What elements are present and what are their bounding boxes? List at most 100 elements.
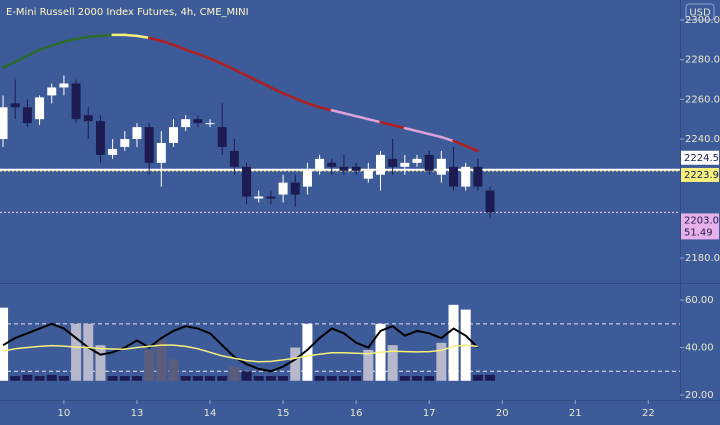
moving-average <box>269 86 285 95</box>
y-tick-label: 2180.0 <box>685 253 720 264</box>
histogram-bar <box>229 366 240 381</box>
moving-average <box>294 97 309 105</box>
candle-body <box>485 190 495 213</box>
candle-body <box>461 166 471 187</box>
histogram-bar <box>448 304 459 381</box>
moving-average <box>427 132 443 139</box>
chart-title: E-Mini Russell 2000 Index Futures, 4h, C… <box>6 7 249 18</box>
x-tick-label: 21 <box>569 408 582 419</box>
candle-body <box>412 158 422 163</box>
moving-average <box>62 37 78 44</box>
moving-average <box>87 34 102 39</box>
candle-body <box>242 166 252 197</box>
candle-body <box>181 119 191 128</box>
histogram-bar <box>119 376 130 381</box>
moving-average <box>257 80 273 89</box>
histogram-bar <box>338 376 349 381</box>
candle-body <box>388 158 398 167</box>
candle-body <box>315 158 325 171</box>
histogram-bar <box>58 376 69 381</box>
histogram-bar <box>302 323 313 381</box>
price-label: 2224.5 <box>684 153 719 164</box>
y-tick-label: 2260.0 <box>685 94 720 105</box>
histogram-bar <box>83 323 94 381</box>
histogram-bar <box>436 342 447 381</box>
candle-body <box>0 107 8 140</box>
moving-average <box>208 57 224 65</box>
price-sublabel: 51.49 <box>684 227 713 238</box>
histogram-bar <box>71 323 82 381</box>
moving-average <box>135 34 151 40</box>
candle-body <box>339 166 349 171</box>
candle-body <box>473 166 483 187</box>
histogram-bar <box>363 349 374 381</box>
candle-body <box>351 166 361 171</box>
candle-body <box>156 142 166 163</box>
moving-average <box>26 48 41 57</box>
histogram-bar <box>131 376 142 381</box>
price-label: 2223.9 <box>684 170 719 181</box>
x-tick-label: 13 <box>131 408 144 419</box>
moving-average <box>379 120 394 127</box>
moving-average <box>391 123 407 130</box>
candle-body <box>302 170 312 187</box>
histogram-bar <box>485 374 496 381</box>
moving-average <box>38 44 53 52</box>
price-label: 2203.0 <box>684 215 719 226</box>
currency[interactable]: USD <box>689 8 711 19</box>
moving-average <box>245 74 260 83</box>
moving-average <box>464 144 480 153</box>
candle-body <box>108 148 118 155</box>
candle-body <box>120 139 130 147</box>
moving-average <box>220 62 236 71</box>
candle-body <box>47 87 57 96</box>
histogram-bar <box>387 345 398 381</box>
y-tick-label: 2300.0 <box>685 15 720 26</box>
moving-average <box>367 117 382 124</box>
histogram-bar <box>412 376 423 381</box>
x-tick-label: 22 <box>642 408 655 419</box>
y-tick-label: 60.00 <box>685 295 714 306</box>
moving-average <box>196 52 212 60</box>
candle-body <box>10 103 20 108</box>
y-tick-label: 2280.0 <box>685 55 720 66</box>
y-tick-label: 2240.0 <box>685 134 720 145</box>
moving-average <box>233 68 248 77</box>
moving-average <box>318 106 334 112</box>
histogram-bar <box>351 376 362 381</box>
histogram-bar <box>424 376 435 381</box>
x-tick-label: 14 <box>204 408 217 419</box>
candle-body <box>169 127 179 143</box>
moving-average <box>1 60 17 69</box>
moving-average <box>452 139 467 148</box>
moving-average <box>354 114 370 121</box>
candle-body <box>229 150 239 167</box>
y-tick-label: 40.00 <box>685 343 714 354</box>
moving-average <box>99 33 114 38</box>
price-label-box <box>681 150 719 165</box>
candle-body <box>254 196 264 199</box>
candle-body <box>375 154 385 175</box>
histogram-bar <box>217 376 228 381</box>
histogram-bar <box>326 376 337 381</box>
candle-body <box>436 158 446 175</box>
histogram-bar <box>10 376 21 381</box>
moving-average <box>123 33 139 38</box>
histogram-bar <box>46 374 57 381</box>
candle-body <box>424 154 434 171</box>
histogram-bar <box>156 340 167 381</box>
candle-body <box>35 97 45 120</box>
candle-body <box>217 127 227 147</box>
moving-average <box>330 109 346 115</box>
histogram-bar <box>278 376 289 381</box>
moving-average <box>160 39 175 47</box>
price-label-box <box>681 213 719 240</box>
histogram-bar <box>180 376 191 381</box>
moving-average <box>306 102 321 109</box>
moving-average <box>50 40 66 48</box>
x-tick-label: 10 <box>58 408 71 419</box>
moving-average <box>342 111 358 118</box>
currency-box <box>685 3 715 21</box>
moving-average <box>440 135 455 143</box>
candle-body <box>327 162 337 167</box>
